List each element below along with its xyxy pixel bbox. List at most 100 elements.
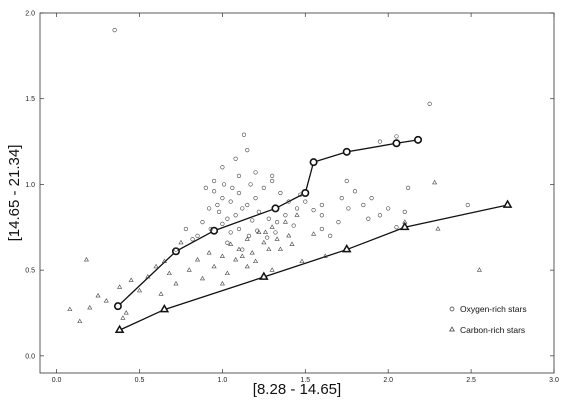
carbon-star-point xyxy=(219,280,225,286)
carbon-star-point xyxy=(136,287,143,293)
carbon-star-point xyxy=(166,270,172,276)
carbon-star-point xyxy=(476,267,482,272)
oxygen-track-point xyxy=(392,139,401,148)
carbon-star-point xyxy=(228,241,234,246)
oxygen-star-point xyxy=(265,235,270,240)
carbon-star-point xyxy=(117,284,123,289)
oxygen-star-point xyxy=(319,213,324,218)
carbon-star-point xyxy=(145,274,151,279)
oxygen-star-point xyxy=(394,225,399,230)
oxygen-track-point xyxy=(271,204,280,213)
carbon-star-point xyxy=(67,306,73,312)
oxygen-star-point xyxy=(256,209,261,214)
oxygen-star-point xyxy=(270,173,275,178)
carbon-star-point xyxy=(253,258,259,264)
oxygen-star-point xyxy=(336,220,341,225)
oxygen-track-point xyxy=(301,189,310,198)
oxygen-star-point xyxy=(220,221,225,226)
oxygen-star-point xyxy=(346,206,351,211)
x-tick-label: 2.0 xyxy=(383,377,393,384)
carbon-star-point xyxy=(194,256,201,262)
legend-label-carbon: Carbon-rich stars xyxy=(460,325,525,335)
y-tick-label: 1.0 xyxy=(25,182,35,189)
carbon-star-point xyxy=(249,250,255,255)
oxygen-star-point xyxy=(211,178,217,184)
y-tick-label: 0.0 xyxy=(25,353,35,360)
oxygen-star-point xyxy=(215,202,220,208)
oxygen-star-point xyxy=(230,185,235,190)
carbon-star-point xyxy=(153,263,159,269)
carbon-star-point xyxy=(239,253,245,258)
oxygen-star-point xyxy=(427,101,432,106)
oxygen-star-point xyxy=(173,247,179,252)
oxygen-star-point xyxy=(386,206,391,211)
carbon-star-point xyxy=(244,236,250,241)
y-tick-label: 1.5 xyxy=(25,96,35,103)
oxygen-star-point xyxy=(402,209,407,214)
carbon-star-point xyxy=(211,263,217,269)
legend: Oxygen-rich stars Carbon-rich stars xyxy=(449,304,527,335)
carbon-star-point xyxy=(435,226,441,231)
carbon-star-point xyxy=(233,256,239,262)
oxygen-star-point xyxy=(377,139,383,144)
legend-marker-carbon xyxy=(449,326,455,332)
oxygen-star-point xyxy=(369,196,374,201)
x-tick-label: 2.5 xyxy=(466,377,476,384)
oxygen-star-point xyxy=(233,156,238,161)
data-points xyxy=(67,28,482,324)
oxygen-track-point xyxy=(414,135,423,144)
legend-marker-oxygen xyxy=(449,306,455,312)
oxygen-track-point xyxy=(309,158,318,167)
oxygen-star-point xyxy=(377,213,383,218)
oxygen-star-point xyxy=(236,173,242,178)
oxygen-star-point xyxy=(465,202,470,208)
oxygen-star-point xyxy=(291,223,296,228)
carbon-star-point xyxy=(161,258,167,264)
oxygen-star-point xyxy=(294,206,300,211)
legend-label-oxygen: Oxygen-rich stars xyxy=(460,304,527,314)
carbon-star-point xyxy=(244,263,250,269)
carbon-star-point xyxy=(77,318,83,324)
oxygen-star-point xyxy=(366,216,371,221)
carbon-star-point xyxy=(120,315,126,320)
carbon-star-point xyxy=(277,246,283,252)
track-line xyxy=(117,139,419,307)
x-tick-label: 3.0 xyxy=(549,377,559,384)
oxygen-star-point xyxy=(112,28,117,33)
oxygen-star-point xyxy=(233,213,238,218)
oxygen-star-point xyxy=(245,202,250,208)
oxygen-star-point xyxy=(278,190,283,196)
carbon-star-point xyxy=(224,270,230,276)
oxygen-star-point xyxy=(328,233,333,238)
oxygen-star-point xyxy=(207,206,212,211)
oxygen-star-point xyxy=(245,148,250,153)
carbon-track-point xyxy=(399,221,410,231)
carbon-star-point xyxy=(83,256,89,262)
carbon-star-point xyxy=(95,292,101,298)
oxygen-star-point xyxy=(261,185,266,190)
oxygen-star-point xyxy=(236,226,242,232)
carbon-star-point xyxy=(269,224,275,229)
carbon-star-point xyxy=(311,231,317,236)
carbon-star-point xyxy=(299,258,305,264)
x-tick-label: 0.0 xyxy=(52,377,62,384)
oxygen-star-point xyxy=(339,196,344,201)
oxygen-star-point xyxy=(183,226,189,232)
y-axis-title: [14.65 - 21.34] xyxy=(6,145,23,242)
carbon-star-point xyxy=(274,236,280,241)
carbon-star-point xyxy=(236,246,242,252)
carbon-star-point xyxy=(282,219,288,224)
oxygen-star-point xyxy=(216,209,222,214)
y-tick-label: 2.0 xyxy=(25,11,35,18)
oxygen-star-point xyxy=(225,216,230,221)
model-tracks xyxy=(113,135,513,333)
oxygen-star-point xyxy=(203,185,208,190)
x-tick-label: 1.5 xyxy=(300,377,310,384)
oxygen-star-point xyxy=(298,192,303,197)
carbon-star-point xyxy=(261,239,267,245)
oxygen-star-point xyxy=(286,199,291,204)
carbon-star-point xyxy=(286,232,292,238)
carbon-track-point xyxy=(159,304,170,313)
carbon-star-point xyxy=(266,246,272,252)
